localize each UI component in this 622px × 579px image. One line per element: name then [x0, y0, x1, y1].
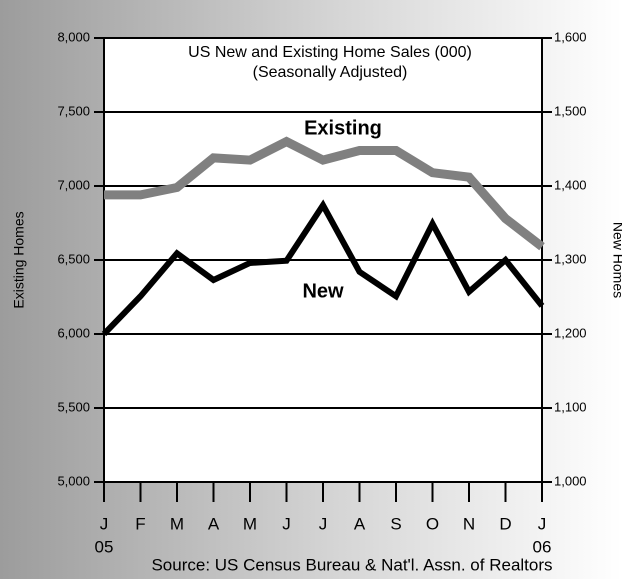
- x-tick-label: J: [282, 514, 291, 533]
- x-tick-label: M: [243, 514, 257, 533]
- series-line: [101, 199, 545, 337]
- x-tick-label: D: [499, 514, 511, 533]
- source-note: Source: US Census Bureau & Nat'l. Assn. …: [151, 555, 552, 574]
- y2-tick-label: 1,600: [554, 29, 587, 44]
- x-year-label: 06: [533, 537, 552, 556]
- y2-tick-label: 1,500: [554, 103, 587, 118]
- y2-tick-label: 1,100: [554, 399, 587, 414]
- x-tick-label: O: [426, 514, 439, 533]
- x-tick-label: J: [538, 514, 547, 533]
- series-line: [104, 136, 545, 251]
- x-tick-label: N: [463, 514, 475, 533]
- y-tick-label: 7,500: [57, 103, 90, 118]
- y2-tick-label: 1,000: [554, 473, 587, 488]
- y-tick-label: 6,000: [57, 325, 90, 340]
- y-tick-label: 6,500: [57, 251, 90, 266]
- x-tick-label: M: [170, 514, 184, 533]
- x-tick-label: S: [390, 514, 401, 533]
- x-tick-label: J: [100, 514, 109, 533]
- x-tick-label: F: [135, 514, 145, 533]
- x-tick-label: A: [208, 514, 220, 533]
- y2-tick-label: 1,400: [554, 177, 587, 192]
- y2-tick-label: 1,300: [554, 251, 587, 266]
- x-tick-label: J: [319, 514, 328, 533]
- x-tick-label: A: [354, 514, 366, 533]
- y2-tick-label: 1,200: [554, 325, 587, 340]
- series-label: Existing: [304, 117, 382, 139]
- chart-title: US New and Existing Home Sales (000): [188, 44, 472, 61]
- series-label: New: [302, 280, 344, 302]
- x-year-label: 05: [95, 537, 114, 556]
- y-tick-label: 8,000: [57, 29, 90, 44]
- y-tick-label: 7,000: [57, 177, 90, 192]
- y2-axis-label: New Homes: [610, 222, 622, 298]
- chart-subtitle: (Seasonally Adjusted): [253, 64, 408, 81]
- y-axis-label: Existing Homes: [11, 211, 27, 308]
- y-tick-label: 5,000: [57, 473, 90, 488]
- y-tick-label: 5,500: [57, 399, 90, 414]
